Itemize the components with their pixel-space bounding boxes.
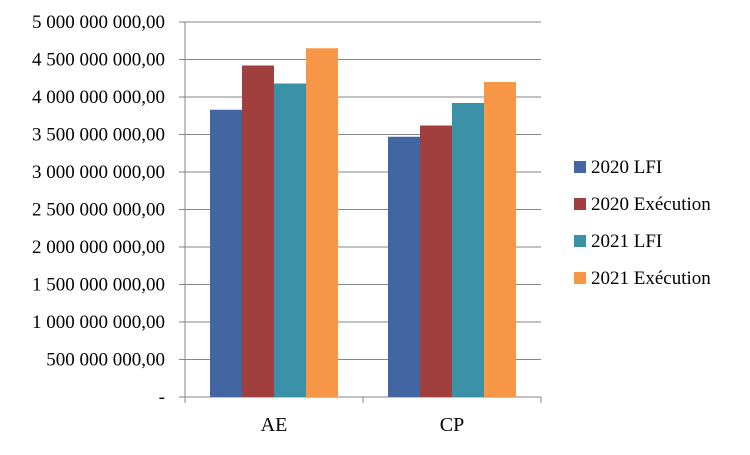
bar-ae-series-2 [242, 65, 274, 397]
legend-label: 2020 LFI [591, 157, 662, 178]
bar-ae-series-3 [274, 83, 306, 397]
y-tick-label: 5 000 000 000,00 [32, 12, 165, 33]
y-tick-label: 4 000 000 000,00 [32, 87, 165, 108]
legend-swatch [574, 161, 586, 173]
legend-label: 2021 Exécution [591, 268, 711, 289]
y-tick-label: - [159, 387, 165, 408]
bar-ae-series-4 [306, 48, 338, 397]
y-tick-label: 4 500 000 000,00 [32, 50, 165, 71]
x-category-label: CP [440, 414, 464, 436]
bar-cp-series-4 [484, 82, 516, 397]
legend-swatch [574, 272, 586, 284]
legend-label: 2020 Exécution [591, 194, 711, 215]
bar-cp-series-1 [388, 136, 420, 397]
legend-swatch [574, 198, 586, 210]
y-tick-label: 3 000 000 000,00 [32, 162, 165, 183]
x-category-label: AE [261, 414, 288, 436]
bar-ae-series-1 [210, 109, 242, 397]
y-tick-label: 2 000 000 000,00 [32, 237, 165, 258]
bar-cp-series-3 [452, 103, 484, 397]
y-tick-label: 500 000 000,00 [46, 350, 165, 371]
legend-swatch [574, 235, 586, 247]
y-tick-label: 1 000 000 000,00 [32, 312, 165, 333]
y-tick-label: 1 500 000 000,00 [32, 275, 165, 296]
y-tick-label: 2 500 000 000,00 [32, 200, 165, 221]
y-tick-label: 3 500 000 000,00 [32, 125, 165, 146]
legend-label: 2021 LFI [591, 231, 662, 252]
bar-cp-series-2 [420, 125, 452, 397]
